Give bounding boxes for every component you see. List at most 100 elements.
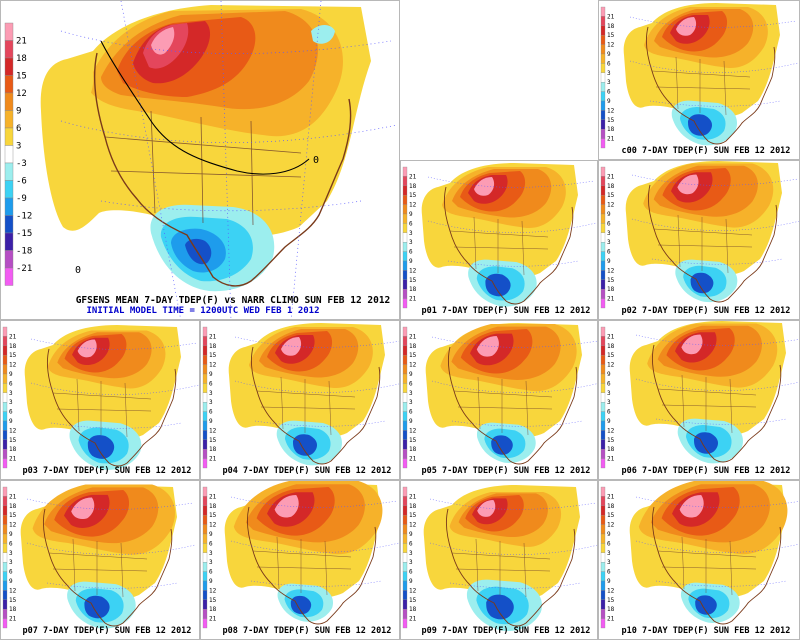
- member-legend-label: 12: [409, 522, 417, 529]
- member-legend-swatch: [202, 411, 208, 422]
- member-anomaly-warm-21: [281, 337, 302, 356]
- main-legend-swatch: [4, 215, 14, 234]
- member-gridlines: [429, 498, 597, 589]
- member-coastline: [250, 346, 381, 465]
- member-legend-label: 6: [607, 569, 611, 576]
- member-legend-swatch: [2, 486, 8, 497]
- member-legend-label: 3: [409, 390, 413, 397]
- member-political-boundaries: [449, 216, 549, 276]
- member-legend-swatch: [600, 63, 606, 73]
- member-legend-swatch: [202, 449, 208, 459]
- member-legend-swatch: [402, 543, 408, 553]
- member-coastline: [246, 506, 377, 625]
- member-legend-label: 3: [607, 70, 611, 77]
- member-legend-swatch: [402, 562, 408, 572]
- member-legend-label: 6: [209, 569, 213, 576]
- member-legend-swatch: [402, 571, 408, 582]
- member-legend-label: 12: [409, 427, 417, 434]
- member-legend-label: 9: [409, 258, 413, 265]
- member-legend: 21 18 15 12 9 6 3 3 6 9 12 15 18 21: [2, 486, 17, 629]
- member-legend-label: 18: [9, 343, 17, 350]
- member-legend-label: 18: [209, 503, 217, 510]
- member-political-boundaries: [453, 376, 553, 436]
- member-legend-label: 6: [9, 540, 13, 547]
- main-legend-label: 3: [16, 142, 21, 152]
- member-legend-swatch: [600, 129, 606, 139]
- member-legend-label: 15: [9, 597, 17, 604]
- member-caption: p07 7-DAY TDEP(F) SUN FEB 12 2012: [23, 626, 192, 636]
- member-legend-label: 15: [409, 437, 417, 444]
- member-legend-swatch: [600, 543, 606, 553]
- member-legend-swatch: [202, 458, 208, 469]
- member-gridlines: [30, 338, 199, 429]
- member-legend-label: 15: [209, 437, 217, 444]
- member-legend-swatch: [402, 232, 408, 243]
- member-legend-label: 15: [409, 192, 417, 199]
- main-legend-swatch: [4, 75, 14, 94]
- member-legend-swatch: [600, 515, 606, 525]
- main-latitude-gridlines: [60, 30, 398, 212]
- member-legend-label: 21: [409, 493, 417, 500]
- main-legend-label: 6: [16, 124, 21, 134]
- member-legend-label: 15: [607, 512, 615, 519]
- member-legend-swatch: [402, 524, 408, 535]
- member-legend-label: 6: [607, 540, 611, 547]
- main-anomaly-west-pocket: [60, 63, 94, 111]
- member-legend-swatch: [600, 91, 606, 102]
- member-legend-label: 12: [409, 587, 417, 594]
- member-legend-swatch: [600, 195, 606, 205]
- main-legend-swatch: [4, 92, 14, 111]
- main-legend-label: 12: [16, 89, 27, 99]
- member-legend-label: 18: [9, 606, 17, 613]
- member-legend-swatch: [202, 392, 208, 403]
- member-legend-swatch: [402, 373, 408, 384]
- member-legend-swatch: [2, 355, 8, 365]
- member-legend-label: 21: [607, 333, 615, 340]
- member-legend-swatch: [600, 25, 606, 36]
- member-legend-label: 12: [9, 362, 17, 369]
- member-legend-swatch: [2, 618, 8, 629]
- member-legend-label: 21: [409, 333, 417, 340]
- member-political-boundaries: [657, 374, 757, 434]
- member-legend-label: 9: [409, 578, 413, 585]
- member-legend-label: 9: [209, 531, 213, 538]
- member-gridlines: [230, 496, 399, 587]
- main-legend-swatch: [4, 40, 14, 59]
- member-legend-swatch: [600, 16, 606, 26]
- member-legend-label: 15: [607, 32, 615, 39]
- member-legend-label: 6: [409, 409, 413, 416]
- member-legend-label: 21: [9, 493, 17, 500]
- member-panel-p05: 21 18 15 12 9 6 3 3 6 9 12 15 18 21 p05 7-DAY TDEP(F) …: [400, 320, 598, 480]
- member-legend-swatch: [600, 590, 606, 600]
- member-legend-swatch: [402, 270, 408, 280]
- member-legend-swatch: [202, 336, 208, 346]
- member-legend-label: 12: [607, 107, 615, 114]
- member-legend-swatch: [402, 176, 408, 186]
- member-legend-swatch: [2, 364, 8, 375]
- main-legend-swatch: [4, 57, 14, 76]
- member-legend-label: 6: [209, 380, 213, 387]
- main-legend-label: -18: [16, 247, 32, 257]
- member-legend-label: 3: [607, 390, 611, 397]
- member-panel-c00: 21 18 15 12 9 6 3 3 6 9 12 15 18 21 c00 7-DAY TDEP(F) …: [598, 0, 800, 160]
- member-legend-swatch: [600, 562, 606, 572]
- member-legend-swatch: [2, 449, 8, 459]
- member-legend-swatch: [600, 599, 606, 610]
- member-anomaly-warm-21: [474, 177, 495, 196]
- member-legend-swatch: [2, 580, 8, 591]
- member-legend-swatch: [600, 251, 606, 262]
- member-legend-label: 15: [209, 597, 217, 604]
- member-legend-label: 15: [209, 352, 217, 359]
- member-legend-label: 18: [607, 183, 615, 190]
- member-coastline: [42, 508, 173, 627]
- member-legend-swatch: [2, 345, 8, 356]
- member-legend: 21 18 15 12 9 6 3 3 6 9 12 15 18 21: [402, 166, 417, 309]
- member-legend-label: 6: [209, 540, 213, 547]
- member-legend-swatch: [600, 176, 606, 186]
- member-legend-swatch: [202, 326, 208, 337]
- member-legend-swatch: [402, 449, 408, 459]
- member-legend-label: 21: [209, 333, 217, 340]
- member-legend-label: 9: [209, 578, 213, 585]
- member-gridlines: [629, 16, 799, 107]
- member-legend-swatch: [2, 402, 8, 412]
